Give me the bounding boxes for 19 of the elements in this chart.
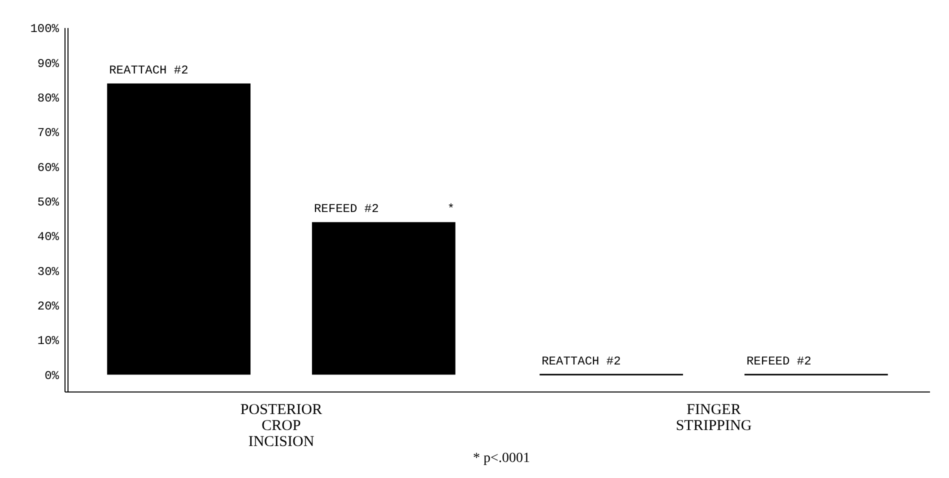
y-tick-label: 10% bbox=[37, 334, 60, 348]
y-tick-label: 20% bbox=[37, 300, 60, 314]
y-tick-label: 40% bbox=[37, 230, 60, 244]
x-tick-label: FINGER STRIPPING bbox=[676, 402, 752, 434]
y-tick-label: 70% bbox=[37, 126, 60, 140]
y-tick-label: 50% bbox=[37, 196, 60, 210]
text: REATTACH #2 bbox=[542, 354, 621, 369]
y-tick-label: 60% bbox=[37, 160, 60, 175]
y-tick-label: 90% bbox=[37, 56, 60, 71]
y-tick-label: 80% bbox=[37, 92, 60, 106]
y-tick-label: 0% bbox=[44, 368, 60, 383]
annotation: * bbox=[447, 202, 455, 216]
text: REFEED #2 bbox=[746, 354, 812, 369]
series-label: REATTACH #2 bbox=[109, 63, 188, 78]
x-tick-label: POSTERIOR CROP INCISION bbox=[240, 402, 322, 450]
y-tick-label: 30% bbox=[37, 264, 60, 279]
text: * p<.0001 bbox=[473, 451, 530, 466]
y-tick-label: 100% bbox=[30, 22, 60, 36]
series-label: REFEED #2 bbox=[314, 202, 379, 216]
